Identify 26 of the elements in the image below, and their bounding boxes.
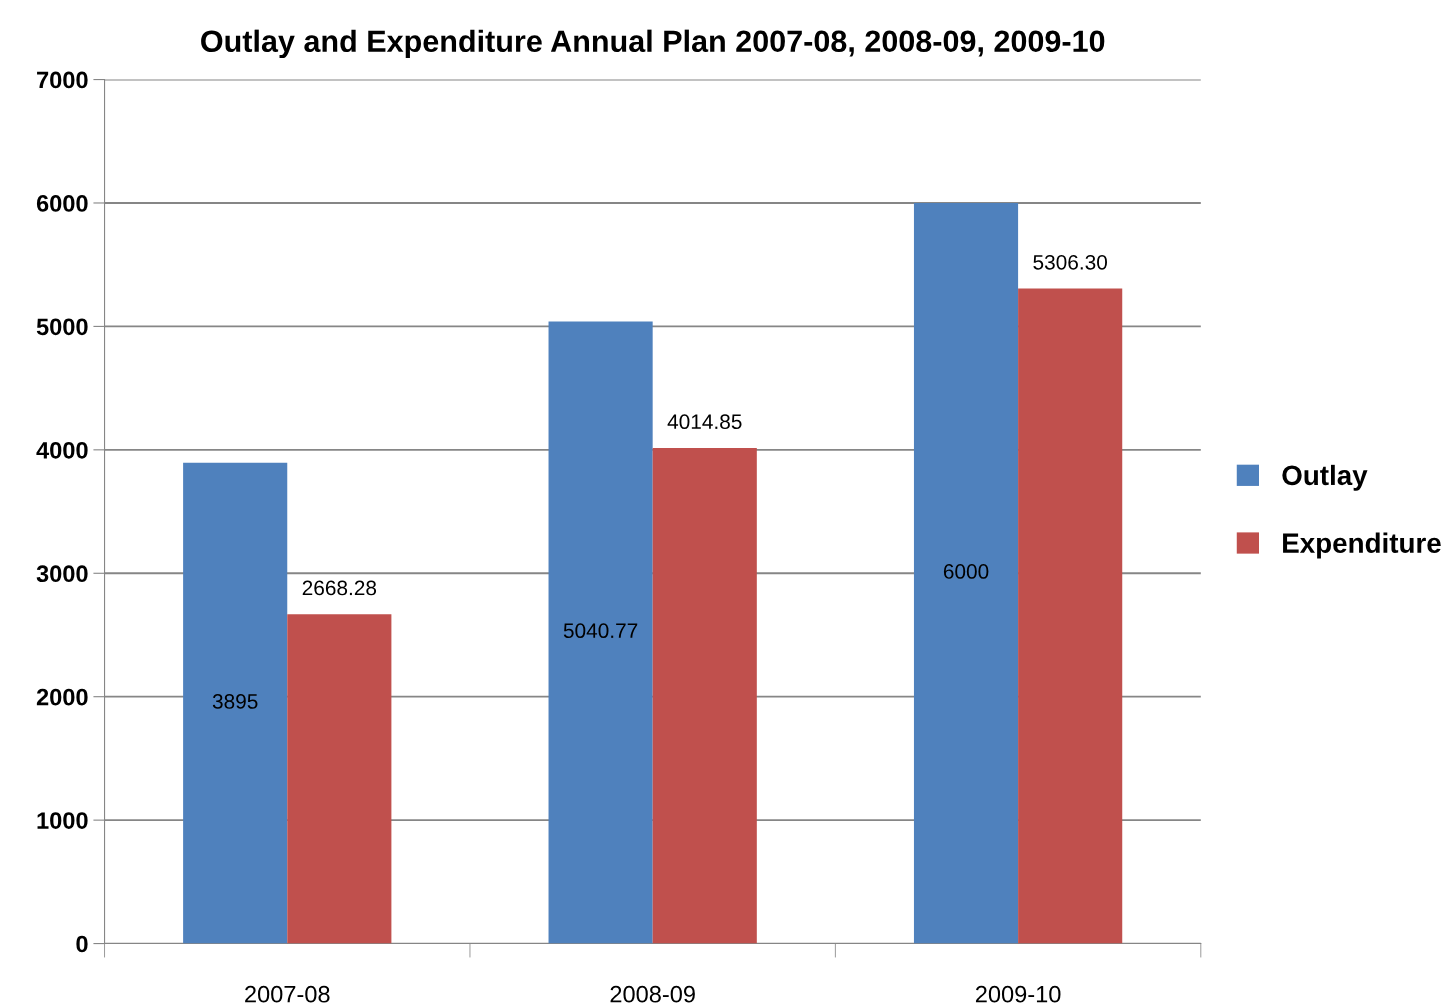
- y-tick-label: 3000: [36, 565, 88, 583]
- data-label: 5040.77: [563, 623, 638, 639]
- x-tick-label: 2007-08: [245, 985, 330, 1003]
- bar: [548, 321, 653, 944]
- bar: [652, 448, 757, 944]
- data-label: 2668.28: [302, 580, 377, 596]
- x-tick-label: 2008-09: [610, 985, 695, 1003]
- data-label: 6000: [943, 564, 989, 579]
- y-tick-label: 5000: [36, 318, 88, 336]
- y-tick-label: 7000: [37, 71, 88, 89]
- bar: [183, 462, 288, 944]
- y-tick-label: 0: [76, 935, 88, 953]
- y-tick-label: 6000: [36, 195, 88, 212]
- data-label: 5306.30: [1033, 254, 1108, 270]
- y-tick-label: 4000: [36, 441, 88, 459]
- bar: [1018, 288, 1123, 944]
- legend-label: Outlay: [1282, 464, 1368, 491]
- x-tick-label: 2009-10: [975, 985, 1061, 1003]
- data-label: 4014.85: [667, 414, 742, 430]
- bar: [913, 202, 1019, 944]
- chart-title: Outlay and Expenditure Annual Plan 2007-08, 2008-09, 2009-10: [201, 29, 1105, 59]
- y-tick-label: 1000: [37, 812, 88, 829]
- y-tick-label: 2000: [36, 688, 88, 706]
- bar: [287, 614, 392, 944]
- legend-label: Expenditure: [1283, 532, 1441, 559]
- data-label: 3895: [212, 694, 258, 709]
